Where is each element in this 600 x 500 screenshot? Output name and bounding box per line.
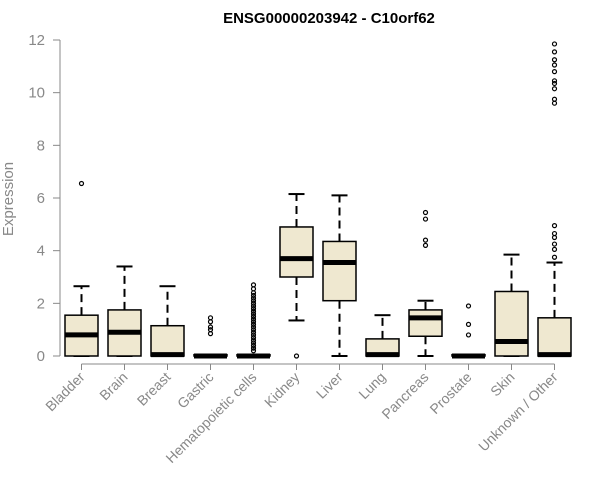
y-tick-label-2: 2 (37, 295, 45, 312)
outlier-11-5 (551, 223, 558, 229)
outlier-11-8 (551, 86, 558, 92)
box-11 (537, 41, 572, 358)
outlier-0-0 (78, 180, 85, 187)
outlier-11-2 (551, 241, 558, 247)
outlier-4-18 (250, 300, 257, 306)
box-10 (494, 253, 529, 357)
outlier-11-14 (551, 49, 558, 55)
outlier-11-11 (551, 68, 558, 75)
outlier-4-19 (250, 298, 257, 304)
box-6 (322, 194, 357, 357)
x-tick-label-11: Unknown / Other (475, 369, 561, 455)
x-tick-label-10: Skin (487, 369, 518, 400)
outlier-4-7 (250, 329, 257, 335)
outlier-4-4 (250, 337, 257, 343)
outlier-11-0 (551, 254, 558, 260)
outlier-4-2 (250, 342, 257, 349)
outlier-4-24 (250, 282, 257, 288)
x-tick-label-3: Gastric (174, 369, 217, 412)
boxes-layer (64, 41, 572, 359)
outlier-4-6 (250, 332, 257, 338)
box-4 (236, 282, 271, 359)
outlier-3-1 (207, 327, 214, 333)
outlier-4-0 (250, 348, 257, 354)
y-tick-label-0: 0 (37, 348, 45, 365)
x-tick-label-8: Pancreas (378, 369, 431, 422)
box-3 (193, 315, 228, 359)
box-2 (150, 285, 185, 358)
box-rect-11 (537, 317, 572, 357)
x-tick-label-1: Brain (96, 369, 130, 403)
outlier-9-2 (465, 303, 472, 309)
box-9 (451, 303, 486, 359)
outlier-3-4 (207, 315, 214, 321)
outlier-11-10 (551, 78, 558, 84)
outlier-11-7 (551, 96, 558, 102)
outlier-4-3 (250, 340, 257, 346)
x-tick-label-6: Liver (313, 369, 346, 402)
outlier-4-11 (250, 319, 257, 325)
outlier-11-9 (551, 80, 558, 87)
x-tick-label-2: Breast (134, 369, 174, 409)
outlier-4-10 (250, 321, 257, 327)
box-8 (408, 209, 443, 357)
outlier-11-4 (551, 230, 558, 237)
outlier-4-9 (250, 324, 257, 330)
box-5 (279, 193, 314, 359)
outlier-3-2 (207, 324, 214, 330)
outlier-11-1 (551, 246, 558, 252)
y-tick-label-10: 10 (28, 85, 45, 102)
box-rect-6 (322, 240, 357, 302)
x-tick-label-7: Lung (355, 369, 388, 402)
x-tick-label-5: Kidney (261, 369, 303, 411)
outlier-4-21 (250, 292, 257, 299)
outlier-8-1 (422, 237, 429, 243)
y-axis: 0 2 4 6 8 10 12 (28, 32, 61, 365)
box-rect-5 (279, 226, 314, 278)
y-tick-label-8: 8 (37, 137, 45, 154)
outlier-5-0 (293, 353, 300, 359)
outlier-4-20 (250, 295, 257, 301)
outlier-11-13 (551, 57, 558, 63)
box-0 (64, 180, 99, 357)
chart-title: ENSG00000203942 - C10orf62 (223, 10, 435, 27)
outlier-4-17 (250, 303, 257, 309)
outlier-4-1 (250, 345, 257, 351)
box-rect-10 (494, 290, 529, 357)
y-axis-label: Expression (0, 162, 17, 236)
y-tick-label-12: 12 (28, 32, 45, 49)
outlier-4-12 (250, 316, 257, 322)
box-1 (107, 265, 142, 357)
outlier-8-2 (422, 216, 429, 222)
outlier-4-8 (250, 327, 257, 333)
box-rect-2 (150, 324, 185, 357)
outlier-4-13 (250, 313, 257, 320)
x-tick-label-0: Bladder (42, 369, 88, 415)
outlier-11-12 (551, 62, 558, 68)
outlier-4-5 (250, 334, 257, 341)
outlier-11-15 (551, 41, 558, 47)
y-tick-label-4: 4 (37, 243, 45, 260)
outlier-4-14 (250, 311, 257, 317)
box-7 (365, 314, 400, 358)
box-rect-8 (408, 309, 443, 337)
outlier-4-16 (250, 306, 257, 312)
outlier-4-15 (250, 308, 257, 314)
outlier-9-1 (465, 321, 472, 327)
x-tick-label-9: Prostate (426, 369, 474, 417)
outlier-8-0 (422, 242, 429, 248)
outlier-8-3 (422, 209, 429, 216)
outlier-9-0 (465, 332, 472, 338)
y-tick-label-6: 6 (37, 190, 45, 207)
